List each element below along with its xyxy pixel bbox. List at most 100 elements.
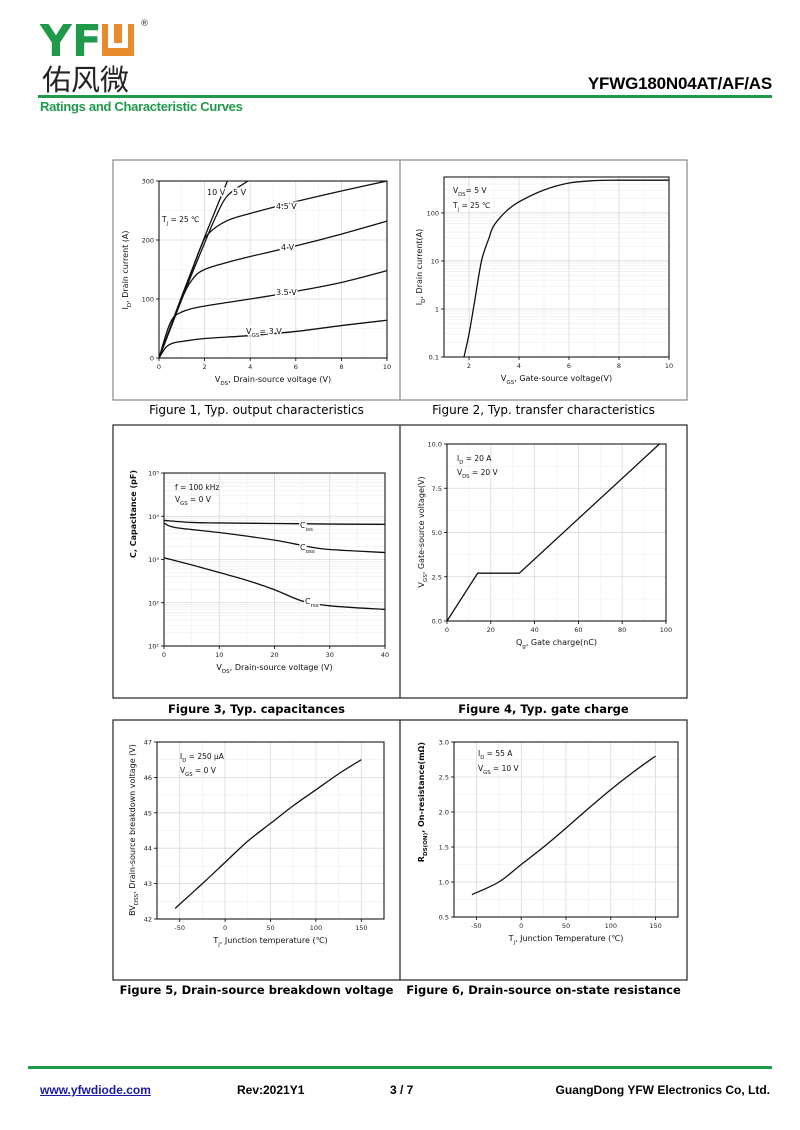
y-axis-label: RDS(ON), On-resistance(mΩ) [417, 742, 429, 862]
x-tick-label: 10 [215, 651, 223, 659]
x-tick-label: 8 [339, 363, 343, 371]
y-tick-label: 2.5 [432, 573, 442, 581]
annotation: VDS = 20 V [457, 468, 499, 480]
y-tick-label: 2.0 [439, 809, 449, 817]
x-tick-label: 80 [618, 626, 626, 634]
x-tick-label: 2 [203, 363, 207, 371]
y-tick-label: 7.5 [432, 485, 442, 493]
figure-2-caption: Figure 2, Typ. transfer characteristics [432, 403, 655, 417]
y-tick-label: 1.0 [439, 879, 449, 887]
x-tick-label: 0 [519, 922, 523, 930]
annotation: ID = 55 A [478, 749, 513, 761]
x-tick-label: 10 [665, 362, 673, 370]
svg-text:YF: YF [40, 16, 102, 67]
series-line-3-5-v [158, 270, 388, 359]
svg-text:佑风微: 佑风微 [42, 63, 129, 96]
y-axis-label: VGS, Gate-source voltage(V) [417, 476, 429, 587]
series-label: Ciss [300, 521, 313, 533]
x-tick-label: 100 [605, 922, 617, 930]
x-tick-label: 20 [270, 651, 278, 659]
y-axis-label: BVDSS, Drain-source breakdown voltage (V… [128, 744, 140, 916]
chart-2: 2 4 6 8 10 0.1 1 10 100 VDS= 5 V Tj = 25 ℃ VGS, Gat… [415, 176, 673, 386]
y-tick-label: 10¹ [148, 643, 159, 651]
y-tick-label: 300 [142, 178, 154, 186]
chart-4: 0 20 40 60 80 100 0.0 2.5 5.0 7.5 10.0 ID = 20 A VDS… [417, 441, 672, 651]
y-tick-label: 100 [142, 296, 154, 304]
chart-6: -50 0 50 100 150 0.5 1.0 1.5 2.0 2.5 3.0 ID = 55 A V… [417, 739, 679, 946]
series-line-rds-on- [471, 755, 656, 896]
x-tick-label: 20 [487, 626, 495, 634]
svg-text:®: ® [140, 19, 149, 29]
x-axis-label: VDS, Drain-source voltage (V) [215, 375, 331, 387]
y-axis-label: ID, Drain current(A) [415, 229, 427, 306]
figure-5-caption: Figure 5, Drain-source breakdown voltage [119, 983, 394, 997]
y-tick-label: 200 [142, 237, 154, 245]
annotation: f = 100 kHz [175, 483, 219, 492]
series-label: Crss [305, 597, 319, 609]
annotation: ID = 250 μA [180, 752, 225, 764]
series-line-coss [163, 522, 386, 554]
x-axis-label: Qg, Gate charge(nC) [516, 638, 597, 650]
annotation: Tj = 25 ℃ [161, 215, 199, 227]
x-tick-label: 30 [326, 651, 334, 659]
x-tick-label: 6 [294, 363, 298, 371]
x-tick-label: 0 [157, 363, 161, 371]
y-tick-label: 10 [431, 257, 439, 265]
y-tick-label: 10.0 [428, 441, 442, 449]
x-tick-label: 40 [381, 651, 389, 659]
chart-3: 0 10 20 30 40 10¹ 10² 10³ 10⁴ 10⁵ Ciss Coss Crss f = … [129, 470, 389, 676]
y-tick-label: 2.5 [439, 774, 449, 782]
x-tick-label: 0 [162, 651, 166, 659]
y-tick-label: 0 [150, 355, 154, 363]
footer-divider [28, 1066, 772, 1069]
x-tick-label: 60 [574, 626, 582, 634]
y-tick-label: 0.1 [429, 354, 439, 362]
y-tick-label: 46 [144, 774, 152, 782]
series-label: 3.5 V [276, 288, 297, 297]
x-tick-label: 150 [355, 924, 367, 932]
annotation: Tj = 25 ℃ [452, 201, 490, 213]
y-tick-label: 0.5 [439, 914, 449, 922]
y-axis-label: ID, Drain current (A) [121, 230, 133, 309]
revision: Rev:2021Y1 [237, 1083, 305, 1097]
x-axis-label: Tj, Junction Temperature (℃) [508, 934, 624, 946]
y-tick-label: 42 [144, 916, 152, 924]
company-name: GuangDong YFW Electronics Co, Ltd. [555, 1083, 770, 1097]
series-line-vgs-3-v [158, 319, 388, 359]
x-axis-label: VGS, Gate-source voltage(V) [501, 374, 612, 386]
x-axis-label: Tj, Junction temperature (℃) [212, 936, 327, 948]
x-tick-label: 0 [223, 924, 227, 932]
x-tick-label: -50 [471, 922, 482, 930]
part-number: YFWG180N04AT/AF/AS [587, 74, 772, 93]
x-tick-label: 4 [248, 363, 252, 371]
series-label: 5 V [233, 188, 247, 197]
annotation: VGS = 0 V [175, 495, 212, 507]
series-label: Coss [300, 543, 315, 555]
series-label: 4.5 V [276, 202, 297, 211]
plot-frame [163, 472, 386, 647]
series-line-bvdss [174, 759, 362, 909]
annotation: ID = 20 A [457, 454, 492, 466]
x-tick-label: 100 [310, 924, 322, 932]
y-tick-label: 10⁵ [148, 470, 159, 478]
chart-5: -50 0 50 100 150 42 43 44 45 46 47 ID = 250 μA VGS =… [128, 739, 385, 948]
y-axis-label: C, Capacitance (pF) [129, 470, 138, 558]
figure-6-caption: Figure 6, Drain-source on-state resistan… [406, 983, 681, 997]
x-tick-label: 2 [467, 362, 471, 370]
x-axis-label: VDS, Drain-source voltage (V) [216, 663, 332, 675]
x-tick-label: 8 [617, 362, 621, 370]
series-line-4-v [158, 220, 388, 359]
x-tick-label: 50 [266, 924, 274, 932]
website-link[interactable]: www.yfwdiode.com [40, 1083, 151, 1097]
section-title: Ratings and Characteristic Curves [40, 99, 243, 114]
series-label: VGS= 3 V [246, 327, 282, 339]
y-tick-label: 10⁴ [148, 513, 159, 521]
y-tick-label: 1.5 [439, 844, 449, 852]
plot-frame [158, 180, 388, 359]
x-tick-label: 6 [567, 362, 571, 370]
series-label: 10 V [207, 188, 226, 197]
series-line-id [463, 179, 670, 358]
page-number: 3 / 7 [390, 1083, 414, 1097]
